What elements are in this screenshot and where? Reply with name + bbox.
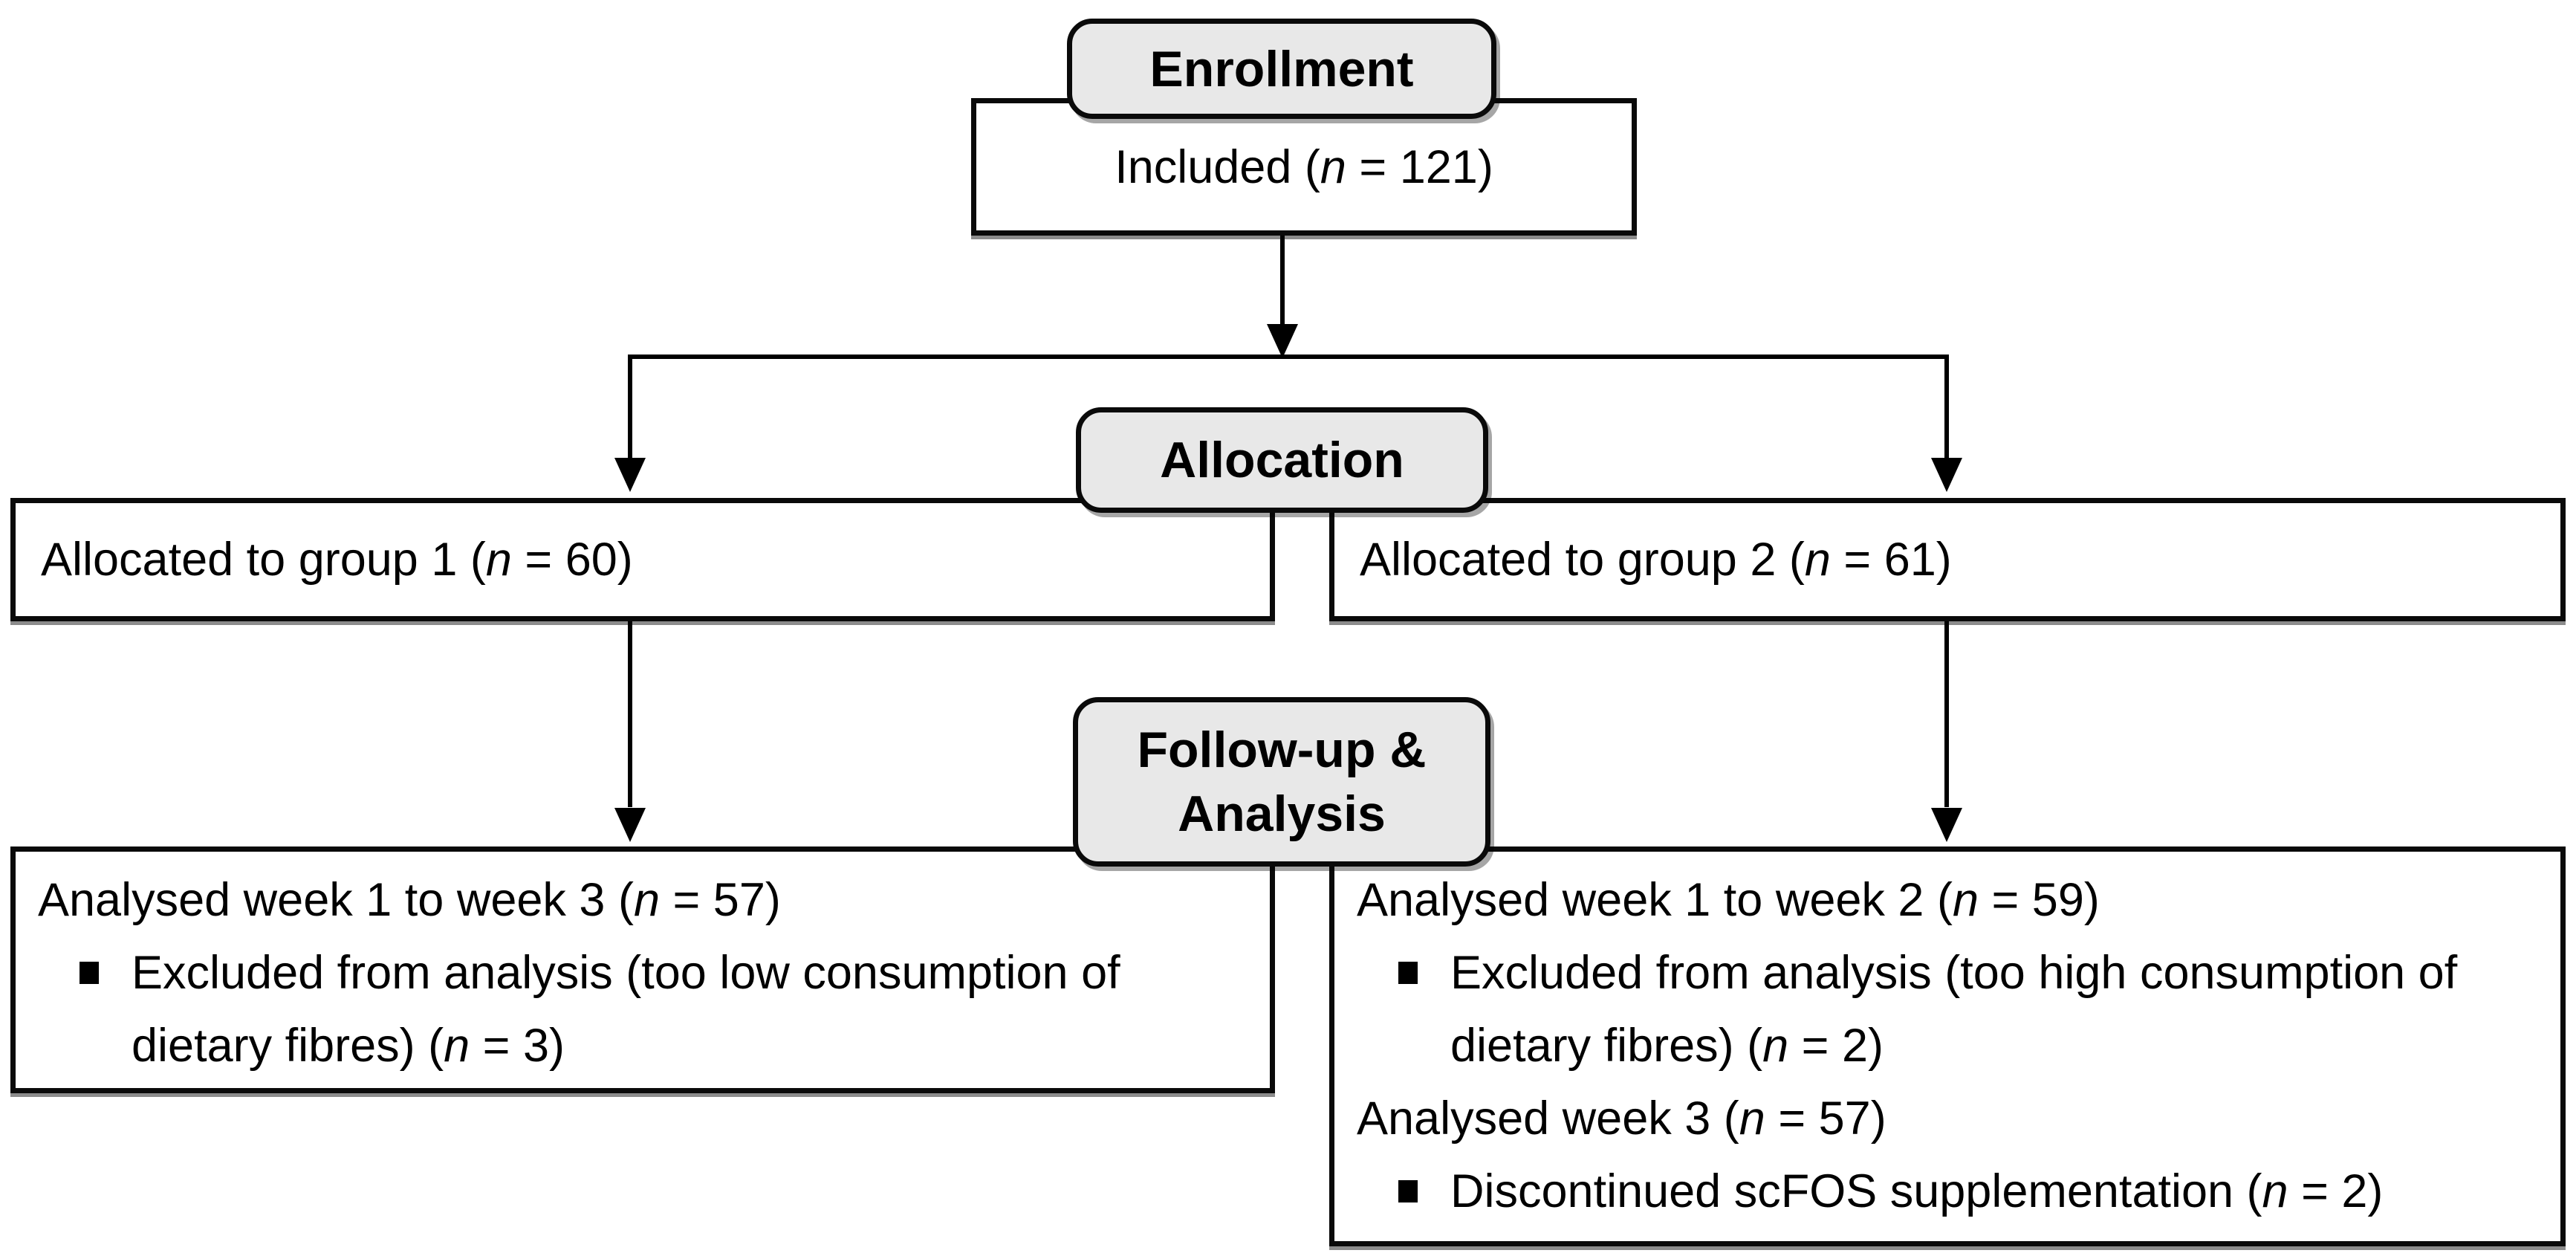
included-text-post: = 121) [1346, 140, 1493, 193]
analysis2-line2-post: = 57) [1765, 1092, 1886, 1145]
n-symbol: n [444, 1020, 470, 1072]
n-symbol: n [1739, 1092, 1765, 1145]
analysis2-line1-post: = 59) [1978, 874, 2100, 926]
box-included: Included (n = 121) [971, 98, 1637, 236]
enrollment-stage-text: Enrollment [1149, 40, 1414, 97]
square-bullet-icon [80, 962, 99, 984]
group1-text-post: = 60) [511, 534, 633, 586]
analysis2-bullet1-text: Excluded from analysis (too high consump… [1450, 936, 2519, 1082]
followup-stage-text: Follow-up & Analysis [1137, 722, 1427, 842]
group1-text: Allocated to group 1 (n = 60) [41, 523, 633, 596]
analysis2-bullet1-post: = 2) [1788, 1020, 1884, 1072]
analysis1-bullet1-post: = 3) [470, 1020, 565, 1072]
analysis2-bullet1: Excluded from analysis (too high consump… [1357, 936, 2519, 1082]
box-group2: Allocated to group 2 (n = 61) [1329, 498, 2566, 621]
analysis2-bullet2-post: = 2) [2288, 1165, 2384, 1217]
connector-group1-to-analysis [628, 621, 632, 807]
arrow-down-icon-group2 [1931, 458, 1962, 492]
analysis1-bullet1: Excluded from analysis (too low consumpt… [38, 936, 1181, 1082]
analysis2-line1-pre: Analysed week 1 to week 2 ( [1357, 874, 1953, 926]
group1-text-pre: Allocated to group 1 ( [41, 534, 486, 586]
n-symbol: n [1320, 140, 1346, 193]
arrow-down-icon-split [1267, 324, 1298, 358]
connector-group2-to-analysis [1944, 621, 1949, 807]
group2-text: Allocated to group 2 (n = 61) [1360, 523, 1952, 596]
n-symbol: n [2262, 1165, 2288, 1217]
analysis2-line1: Analysed week 1 to week 2 (n = 59) [1357, 864, 2519, 936]
square-bullet-icon [1398, 1180, 1418, 1202]
n-symbol: n [633, 874, 660, 926]
included-text: Included (n = 121) [1115, 131, 1493, 204]
stage-label-allocation: Allocation [1076, 407, 1488, 513]
analysis2-line2-pre: Analysed week 3 ( [1357, 1092, 1739, 1145]
n-symbol: n [1762, 1020, 1789, 1072]
n-symbol: n [1952, 874, 1979, 926]
analysis1-bullet1-text: Excluded from analysis (too low consumpt… [132, 936, 1181, 1082]
analysis1-bullet1-pre: Excluded from analysis (too low consumpt… [132, 947, 1120, 1072]
connector-drop-group1 [628, 355, 632, 460]
allocation-stage-text: Allocation [1160, 432, 1404, 488]
stage-label-followup: Follow-up & Analysis [1073, 697, 1490, 867]
arrow-down-icon-group1 [614, 458, 646, 492]
box-analysis-group2: Analysed week 1 to week 2 (n = 59) Exclu… [1329, 846, 2566, 1246]
box-group1: Allocated to group 1 (n = 60) [10, 498, 1275, 621]
connector-split-horizontal [628, 355, 1949, 359]
analysis1-line1: Analysed week 1 to week 3 (n = 57) [38, 864, 1181, 936]
n-symbol: n [485, 534, 512, 586]
analysis2-line2: Analysed week 3 (n = 57) [1357, 1082, 2519, 1155]
n-symbol: n [1804, 534, 1831, 586]
analysis2-bullet2: Discontinued scFOS supplementation (n = … [1357, 1155, 2519, 1228]
analysis2-bullet2-text: Discontinued scFOS supplementation (n = … [1450, 1155, 2519, 1228]
analysis2-bullet2-pre: Discontinued scFOS supplementation ( [1450, 1165, 2262, 1217]
square-bullet-icon [1398, 962, 1418, 984]
stage-label-enrollment: Enrollment [1067, 19, 1496, 119]
connector-drop-group2 [1944, 355, 1949, 460]
arrow-down-icon-analysis2 [1931, 808, 1962, 842]
analysis1-line1-post: = 57) [659, 874, 781, 926]
box-analysis-group1: Analysed week 1 to week 3 (n = 57) Exclu… [10, 846, 1275, 1093]
connector-enrollment-stem [1280, 234, 1285, 328]
analysis1-line1-pre: Analysed week 1 to week 3 ( [38, 874, 634, 926]
arrow-down-icon-analysis1 [614, 808, 646, 842]
analysis2-bullet1-pre: Excluded from analysis (too high consump… [1450, 947, 2458, 1072]
group2-text-pre: Allocated to group 2 ( [1360, 534, 1805, 586]
group2-text-post: = 61) [1830, 534, 1952, 586]
included-text-pre: Included ( [1115, 140, 1320, 193]
